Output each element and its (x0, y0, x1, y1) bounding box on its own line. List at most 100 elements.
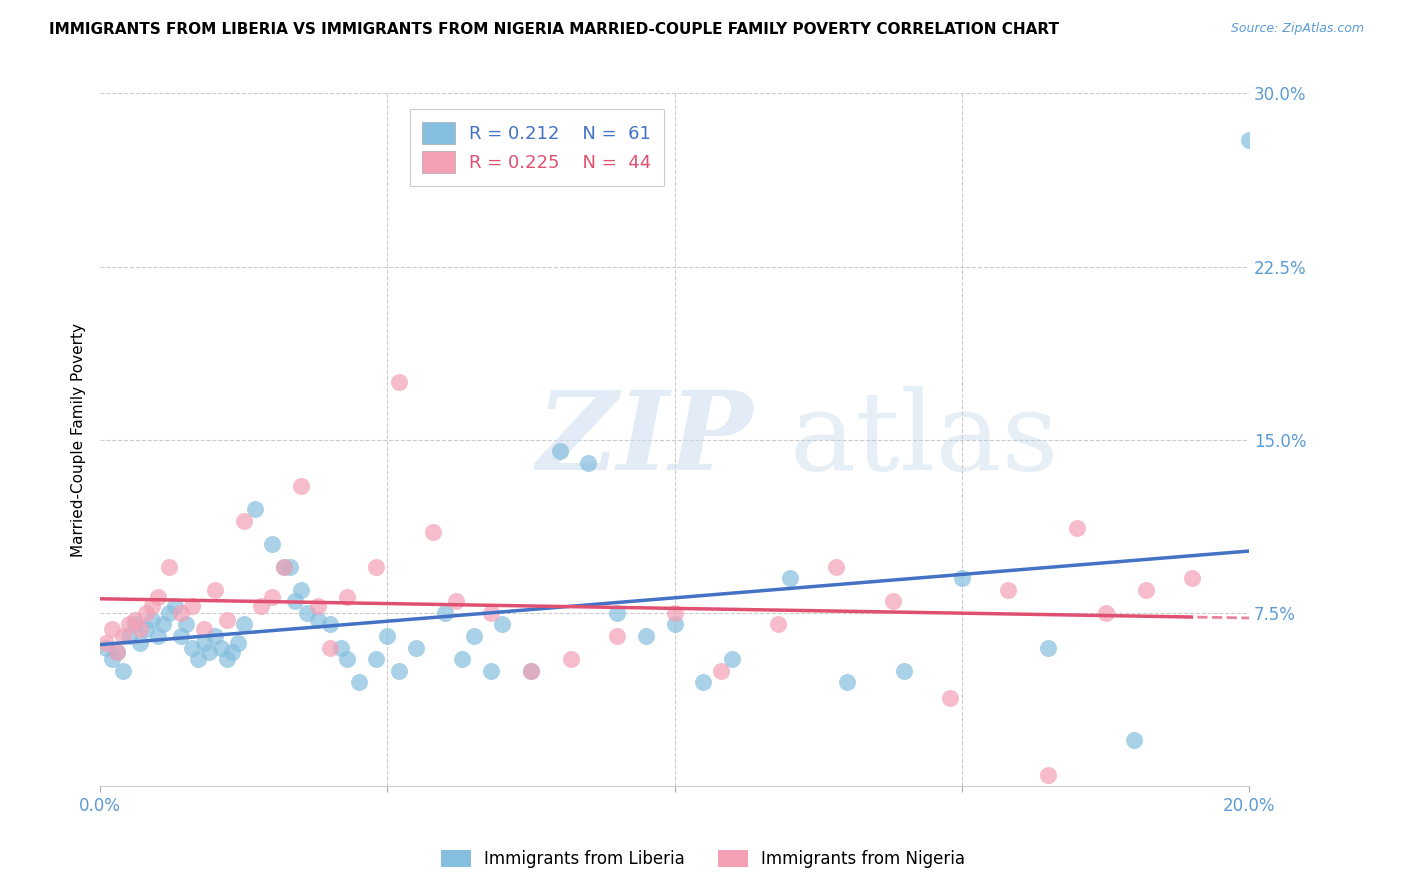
Y-axis label: Married-Couple Family Poverty: Married-Couple Family Poverty (72, 323, 86, 557)
Point (94, 636, 117, 650)
Point (1237, 132, 1260, 146)
Point (664, 606, 686, 620)
Point (1181, 571, 1204, 585)
Point (262, 590, 284, 604)
Point (1135, 582, 1157, 597)
Legend: Immigrants from Liberia, Immigrants from Nigeria: Immigrants from Liberia, Immigrants from… (434, 843, 972, 875)
Point (226, 636, 249, 650)
Point (135, 622, 157, 636)
Point (463, 629, 485, 643)
Point (278, 559, 301, 574)
Text: IMMIGRANTS FROM LIBERIA VS IMMIGRANTS FROM NIGERIA MARRIED-COUPLE FAMILY POVERTY: IMMIGRANTS FROM LIBERIA VS IMMIGRANTS FR… (49, 22, 1059, 37)
Point (479, 606, 502, 620)
Point (388, 375, 411, 389)
Point (187, 652, 209, 666)
Point (152, 617, 174, 632)
Point (377, 629, 399, 643)
Point (893, 664, 915, 678)
Point (176, 617, 198, 632)
Point (204, 629, 226, 643)
Point (835, 675, 858, 690)
Point (232, 514, 254, 528)
Point (100, 622, 122, 636)
Point (364, 652, 387, 666)
Text: Source: ZipAtlas.com: Source: ZipAtlas.com (1230, 22, 1364, 36)
Point (290, 582, 312, 597)
Point (824, 559, 846, 574)
Point (882, 594, 904, 608)
Point (1066, 520, 1088, 534)
Point (950, 571, 973, 585)
Point (105, 645, 128, 659)
Point (169, 629, 191, 643)
Point (336, 652, 359, 666)
Point (548, 444, 571, 458)
Point (479, 664, 502, 678)
Point (245, 502, 267, 516)
Point (634, 629, 657, 643)
Point (215, 652, 238, 666)
Point (710, 664, 733, 678)
Point (347, 675, 370, 690)
Point (124, 613, 146, 627)
Point (939, 691, 962, 706)
Text: atlas: atlas (790, 386, 1059, 493)
Point (169, 606, 191, 620)
Point (319, 617, 342, 632)
Point (204, 582, 226, 597)
Point (451, 652, 474, 666)
Point (692, 675, 714, 690)
Point (112, 629, 135, 643)
Point (433, 606, 456, 620)
Point (560, 652, 582, 666)
Point (146, 629, 169, 643)
Point (1123, 733, 1146, 747)
Point (163, 599, 186, 613)
Point (129, 636, 152, 650)
Legend: R = 0.212    N =  61, R = 0.225    N =  44: R = 0.212 N = 61, R = 0.225 N = 44 (409, 110, 664, 186)
Point (779, 571, 801, 585)
Point (100, 652, 122, 666)
Point (141, 599, 163, 613)
Point (157, 606, 180, 620)
Point (193, 636, 215, 650)
Point (1094, 606, 1116, 620)
Point (273, 559, 295, 574)
Point (118, 629, 141, 643)
Point (112, 664, 135, 678)
Point (250, 599, 273, 613)
Point (1036, 640, 1059, 655)
Point (766, 617, 789, 632)
Point (135, 606, 157, 620)
Point (290, 479, 312, 493)
Point (664, 617, 686, 632)
Point (422, 525, 444, 540)
Point (215, 613, 238, 627)
Point (606, 629, 628, 643)
Point (388, 664, 411, 678)
Point (446, 594, 468, 608)
Point (307, 613, 329, 627)
Point (721, 652, 744, 666)
Point (181, 599, 204, 613)
Point (129, 622, 152, 636)
Point (94, 640, 117, 655)
Point (146, 590, 169, 604)
Point (520, 664, 543, 678)
Point (232, 617, 254, 632)
Point (307, 599, 329, 613)
Point (578, 456, 600, 470)
Point (491, 617, 513, 632)
Text: ZIP: ZIP (537, 386, 754, 493)
Point (606, 606, 628, 620)
Point (273, 559, 295, 574)
Point (1036, 767, 1059, 781)
Point (105, 645, 128, 659)
Point (221, 645, 243, 659)
Point (997, 582, 1019, 597)
Point (118, 617, 141, 632)
Point (330, 640, 353, 655)
Point (193, 622, 215, 636)
Point (141, 613, 163, 627)
Point (209, 640, 232, 655)
